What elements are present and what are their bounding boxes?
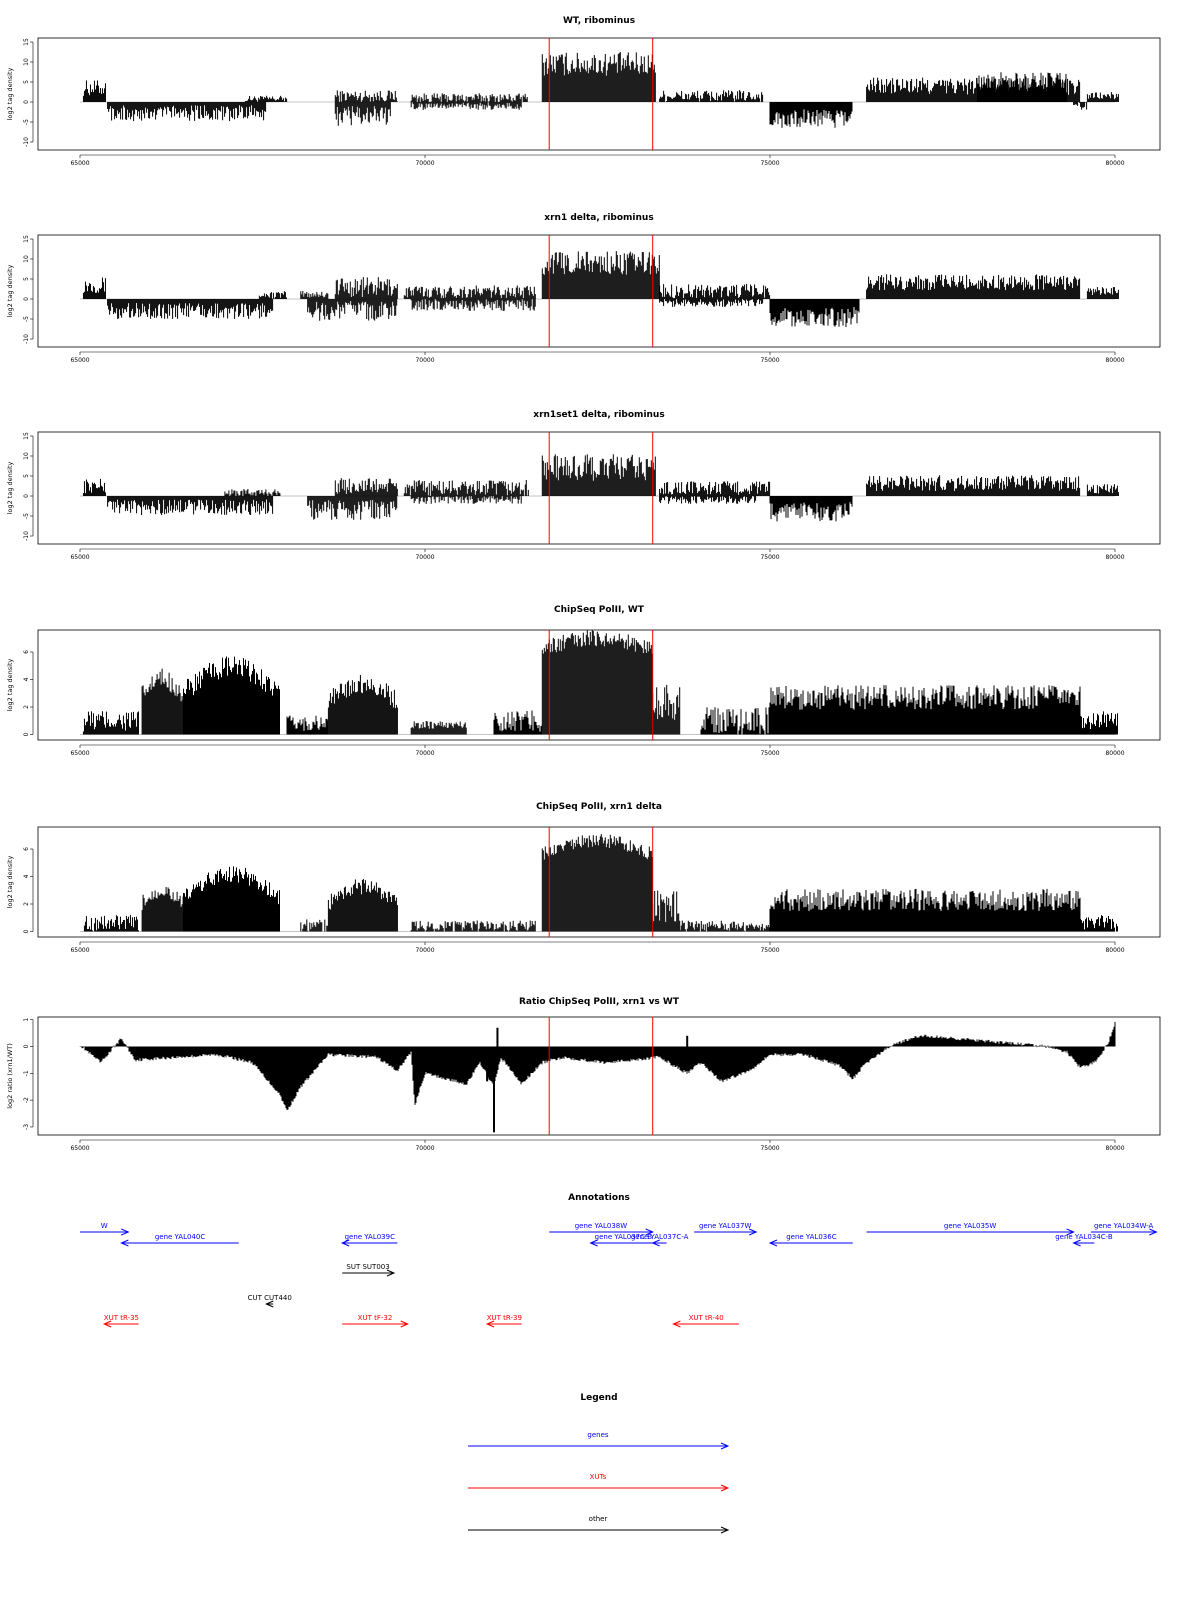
x-tick-label: 65000 xyxy=(70,750,89,757)
plot-frame xyxy=(37,629,1161,741)
y-tick-label: 4 xyxy=(23,677,30,681)
x-tick-label: 70000 xyxy=(415,947,434,954)
y-axis-label: log2 tag density xyxy=(6,659,14,712)
plot-frame xyxy=(37,431,1161,545)
x-tick-label: 65000 xyxy=(70,947,89,954)
y-tick-label: -10 xyxy=(23,531,30,541)
y-axis-label: log2 tag density xyxy=(6,68,14,121)
x-tick-label: 65000 xyxy=(70,160,89,167)
y-tick-label: 15 xyxy=(23,235,30,243)
y-tick-label: 5 xyxy=(23,80,30,84)
y-tick-label: 15 xyxy=(23,38,30,46)
y-tick-label: 6 xyxy=(23,650,30,654)
y-tick-label: 0 xyxy=(23,929,30,933)
chart-title: ChipSeq PolII, xrn1 delta xyxy=(536,802,662,812)
y-tick-label: -5 xyxy=(23,513,30,519)
y-tick-label: 2 xyxy=(23,705,30,709)
x-tick-label: 75000 xyxy=(760,750,779,757)
y-tick-label: -10 xyxy=(23,334,30,344)
y-tick-label: 15 xyxy=(23,432,30,440)
chart-title: xrn1set1 delta, ribominus xyxy=(533,410,664,420)
y-axis-label: log2 tag density xyxy=(6,462,14,515)
x-tick-label: 65000 xyxy=(70,554,89,561)
chart-panel-5: ChipSeq PolII, xrn1 delta 0 2 4 6 log2 tag de… xyxy=(6,802,1161,954)
chart-title: xrn1 delta, ribominus xyxy=(544,213,653,223)
x-tick-label: 70000 xyxy=(415,160,434,167)
y-tick-label: 5 xyxy=(23,474,30,478)
x-tick-label: 80000 xyxy=(1105,947,1124,954)
x-tick-label: 75000 xyxy=(760,554,779,561)
y-tick-label: 10 xyxy=(23,58,30,66)
chart-panel-2: xrn1 delta, ribominus -10 -5 0 5 10 15 log2 tag… xyxy=(6,213,1161,364)
bar-series xyxy=(82,454,1119,522)
chart-title: WT, ribominus xyxy=(563,16,635,26)
y-tick-label: 6 xyxy=(23,847,30,851)
y-axis-label: log2 tag density xyxy=(6,856,14,909)
y-tick-label: 0 xyxy=(23,297,30,301)
x-tick-label: 75000 xyxy=(760,947,779,954)
y-tick-label: -10 xyxy=(23,137,30,147)
bar-series xyxy=(82,52,1119,128)
x-tick-label: 70000 xyxy=(415,357,434,364)
chart-panel-1: WT, ribominus -10 -5 0 5 10 15 log2 tag density… xyxy=(6,16,1161,167)
x-tick-label: 80000 xyxy=(1105,357,1124,364)
y-tick-label: 10 xyxy=(23,255,30,263)
x-tick-label: 80000 xyxy=(1105,160,1124,167)
y-axis-label: log2 tag density xyxy=(6,265,14,318)
x-tick-label: 75000 xyxy=(760,357,779,364)
x-tick-label: 75000 xyxy=(760,160,779,167)
x-tick-label: 80000 xyxy=(1105,554,1124,561)
x-tick-label: 65000 xyxy=(70,357,89,364)
y-tick-label: 5 xyxy=(23,277,30,281)
x-tick-label: 70000 xyxy=(415,750,434,757)
chart-panel-3: xrn1set1 delta, ribominus -10 -5 0 5 10 15 log2… xyxy=(6,410,1161,561)
y-tick-label: 0 xyxy=(23,732,30,736)
y-tick-label: -5 xyxy=(23,316,30,322)
chart-title: ChipSeq PolII, WT xyxy=(554,605,645,615)
y-tick-label: -5 xyxy=(23,119,30,125)
y-tick-label: 0 xyxy=(23,494,30,498)
bar-series xyxy=(82,630,1118,735)
y-tick-label: 10 xyxy=(23,452,30,460)
plot-frame xyxy=(37,234,1161,348)
x-tick-label: 70000 xyxy=(415,554,434,561)
y-tick-label: 0 xyxy=(23,100,30,104)
bar-series xyxy=(83,834,1118,932)
bar-series xyxy=(82,251,1119,327)
y-tick-label: 2 xyxy=(23,902,30,906)
plot-frame xyxy=(37,37,1161,151)
chart-panel-4: ChipSeq PolII, WT 0 2 4 6 log2 tag density 650… xyxy=(6,605,1161,757)
plot-frame xyxy=(37,826,1161,938)
x-tick-label: 80000 xyxy=(1105,750,1124,757)
y-tick-label: 4 xyxy=(23,874,30,878)
